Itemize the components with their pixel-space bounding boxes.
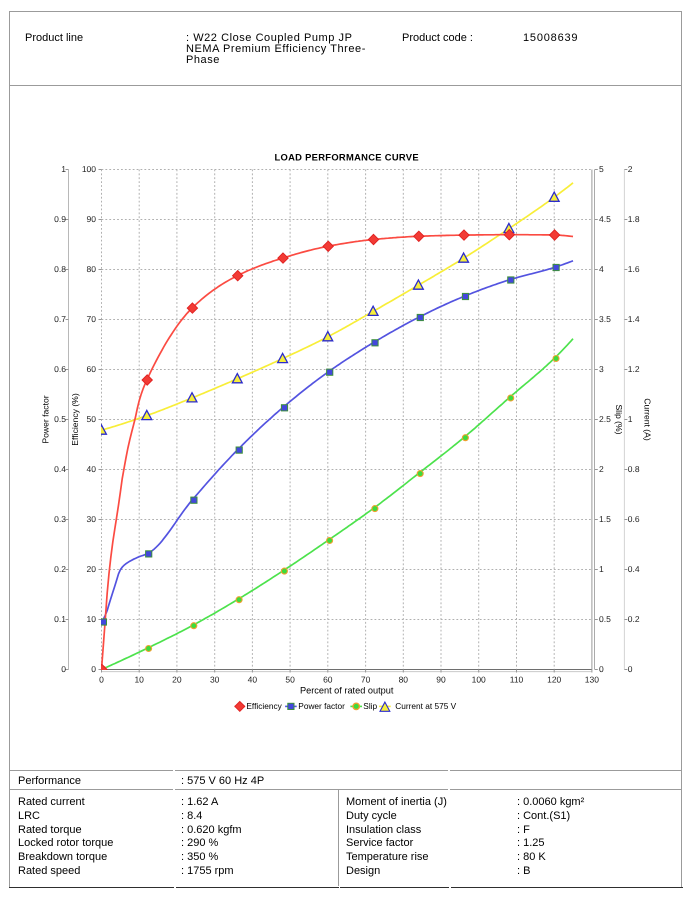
svg-text:3: 3 bbox=[599, 364, 604, 374]
svg-text:30: 30 bbox=[87, 514, 97, 524]
svg-text:90: 90 bbox=[87, 214, 97, 224]
svg-text:1.2: 1.2 bbox=[628, 364, 640, 374]
svg-text:0.5: 0.5 bbox=[54, 414, 66, 424]
svg-text:0.1: 0.1 bbox=[54, 614, 66, 624]
svg-text:1.8: 1.8 bbox=[628, 214, 640, 224]
svg-text:1: 1 bbox=[61, 164, 66, 174]
svg-text:1: 1 bbox=[599, 564, 604, 574]
svg-text:90: 90 bbox=[436, 675, 446, 685]
svg-text:100: 100 bbox=[82, 164, 96, 174]
svg-text:100: 100 bbox=[472, 675, 486, 685]
svg-text:1: 1 bbox=[628, 414, 633, 424]
svg-text:Slip: Slip bbox=[363, 701, 377, 711]
svg-text:120: 120 bbox=[547, 675, 561, 685]
svg-text:2: 2 bbox=[628, 164, 633, 174]
svg-text:0.4: 0.4 bbox=[54, 464, 66, 474]
svg-text:LOAD PERFORMANCE CURVE: LOAD PERFORMANCE CURVE bbox=[274, 152, 418, 163]
svg-text:5: 5 bbox=[599, 164, 604, 174]
svg-text:Current (A): Current (A) bbox=[643, 398, 653, 441]
svg-text:110: 110 bbox=[510, 675, 524, 685]
svg-text:70: 70 bbox=[361, 675, 371, 685]
svg-text:Current at 575 V: Current at 575 V bbox=[395, 701, 456, 711]
svg-text:0: 0 bbox=[61, 664, 66, 674]
svg-text:60: 60 bbox=[87, 364, 97, 374]
svg-text:130: 130 bbox=[585, 675, 599, 685]
svg-text:0.9: 0.9 bbox=[54, 214, 66, 224]
svg-text:Slip (%): Slip (%) bbox=[614, 404, 624, 434]
svg-text:50: 50 bbox=[285, 675, 295, 685]
svg-text:3.5: 3.5 bbox=[599, 314, 611, 324]
svg-text:1.6: 1.6 bbox=[628, 264, 640, 274]
svg-text:20: 20 bbox=[172, 675, 182, 685]
svg-text:Power factor: Power factor bbox=[41, 395, 51, 443]
svg-text:2: 2 bbox=[599, 464, 604, 474]
svg-text:4.5: 4.5 bbox=[599, 214, 611, 224]
svg-text:0: 0 bbox=[628, 664, 633, 674]
svg-text:0.2: 0.2 bbox=[54, 564, 66, 574]
svg-text:1.4: 1.4 bbox=[628, 314, 640, 324]
svg-text:20: 20 bbox=[87, 564, 97, 574]
svg-text:0.6: 0.6 bbox=[54, 364, 66, 374]
svg-text:Efficiency: Efficiency bbox=[246, 701, 282, 711]
svg-text:0.5: 0.5 bbox=[599, 614, 611, 624]
svg-text:40: 40 bbox=[87, 464, 97, 474]
svg-text:0.8: 0.8 bbox=[628, 464, 640, 474]
svg-text:2.5: 2.5 bbox=[599, 414, 611, 424]
svg-text:0.6: 0.6 bbox=[628, 514, 640, 524]
svg-text:0.4: 0.4 bbox=[628, 564, 640, 574]
svg-text:Percent of rated output: Percent of rated output bbox=[300, 685, 394, 695]
svg-text:80: 80 bbox=[87, 264, 97, 274]
svg-text:0.2: 0.2 bbox=[628, 614, 640, 624]
svg-text:0.8: 0.8 bbox=[54, 264, 66, 274]
svg-text:30: 30 bbox=[210, 675, 220, 685]
svg-text:70: 70 bbox=[87, 314, 97, 324]
svg-text:40: 40 bbox=[248, 675, 258, 685]
svg-text:1.5: 1.5 bbox=[599, 514, 611, 524]
svg-text:0.7: 0.7 bbox=[54, 314, 66, 324]
svg-text:0: 0 bbox=[599, 664, 604, 674]
svg-text:4: 4 bbox=[599, 264, 604, 274]
svg-text:Efficiency (%): Efficiency (%) bbox=[70, 393, 80, 446]
svg-text:0: 0 bbox=[99, 675, 104, 685]
svg-text:0.3: 0.3 bbox=[54, 514, 66, 524]
svg-text:10: 10 bbox=[87, 614, 97, 624]
svg-text:50: 50 bbox=[87, 414, 97, 424]
svg-text:Power factor: Power factor bbox=[298, 701, 345, 711]
svg-text:10: 10 bbox=[134, 675, 144, 685]
svg-text:0: 0 bbox=[91, 664, 96, 674]
svg-text:80: 80 bbox=[399, 675, 409, 685]
svg-text:60: 60 bbox=[323, 675, 333, 685]
